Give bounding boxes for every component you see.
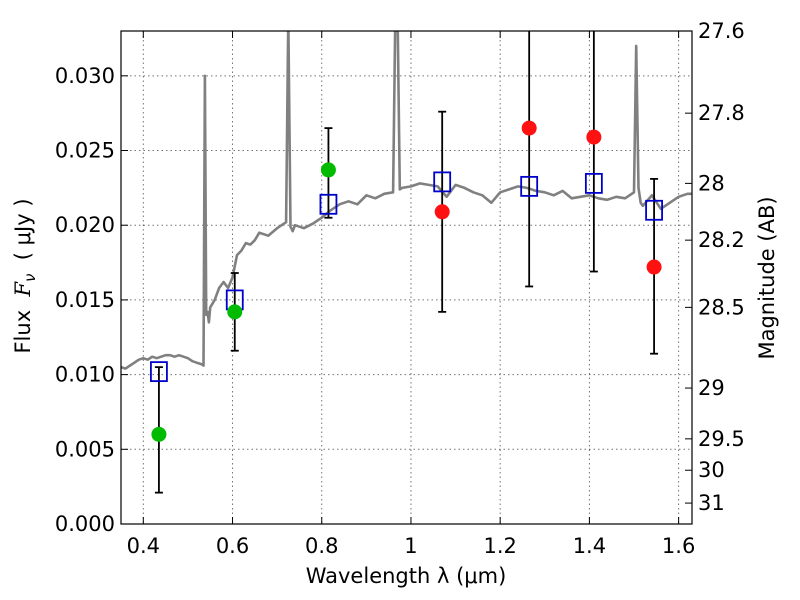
plot-frame (120, 30, 693, 525)
circle-marker-2-0 (151, 426, 167, 442)
y-axis-label-subscript: ν (21, 274, 39, 282)
tick-marks (121, 30, 692, 525)
marker-layer (150, 120, 663, 442)
template-spectrum-layer (121, 31, 692, 370)
right-y-tick-label-4: 28.5 (698, 295, 745, 319)
y-tick-label-0: 0.000 (55, 512, 115, 536)
circle-marker-3-1 (521, 120, 537, 136)
circle-marker-2-2 (320, 162, 336, 178)
x-tick-label-4: 1.2 (483, 534, 516, 558)
right-y-tick-label-3: 28.2 (698, 228, 745, 252)
right-y-tick-label-1: 27.8 (698, 101, 745, 125)
y-tick-label-1: 0.005 (55, 437, 115, 461)
square-marker-2 (319, 193, 338, 215)
square-marker-3 (433, 171, 452, 193)
square-marker-5 (584, 172, 603, 194)
right-y-tick-label-8: 31 (698, 491, 725, 515)
x-tick-label-1: 0.6 (216, 534, 249, 558)
y-tick-label-4: 0.020 (55, 213, 115, 237)
error-bar-layer (154, 31, 659, 494)
series-line-template (121, 31, 692, 370)
y-axis-label: Flux Fν ( μJy ) (11, 198, 39, 353)
y-axis-label-suffix: ( μJy ) (11, 198, 35, 273)
circle-marker-3-2 (586, 129, 602, 145)
y-axis-label-prefix: Flux (11, 297, 35, 354)
right-y-tick-label-2: 28 (698, 171, 725, 195)
x-tick-label-5: 1.4 (573, 534, 606, 558)
x-tick-label-0: 0.4 (127, 534, 160, 558)
right-y-tick-label-6: 29.5 (698, 427, 745, 451)
y-tick-label-3: 0.015 (55, 288, 115, 312)
y-tick-label-2: 0.010 (55, 363, 115, 387)
right-y-tick-label-5: 29 (698, 376, 725, 400)
square-marker-0 (150, 361, 168, 383)
grid-lines (121, 31, 692, 525)
y-tick-label-5: 0.025 (55, 139, 115, 163)
x-tick-label-3: 1 (404, 534, 417, 558)
right-y-tick-label-7: 30 (698, 458, 725, 482)
right-y-tick-label-0: 27.6 (698, 19, 745, 43)
y-axis-label-symbol: F (11, 281, 35, 298)
x-tick-label-2: 0.8 (305, 534, 338, 558)
right-y-axis-label: Magnitude (AB) (755, 196, 779, 359)
square-marker-4 (520, 175, 539, 197)
circle-marker-2-1 (227, 304, 243, 320)
square-marker-6 (645, 199, 663, 221)
y-tick-label-6: 0.030 (55, 64, 115, 88)
x-axis-label: Wavelength λ (μm) (306, 564, 507, 588)
tick-labels: 0.4 0.6 0.8 1 1.2 1.4 1.6 0.000 0.005 0.010 0.015 0… (55, 19, 745, 558)
circle-marker-3-3 (646, 259, 662, 275)
x-tick-label-6: 1.6 (662, 534, 695, 558)
circle-marker-3-0 (434, 204, 450, 220)
